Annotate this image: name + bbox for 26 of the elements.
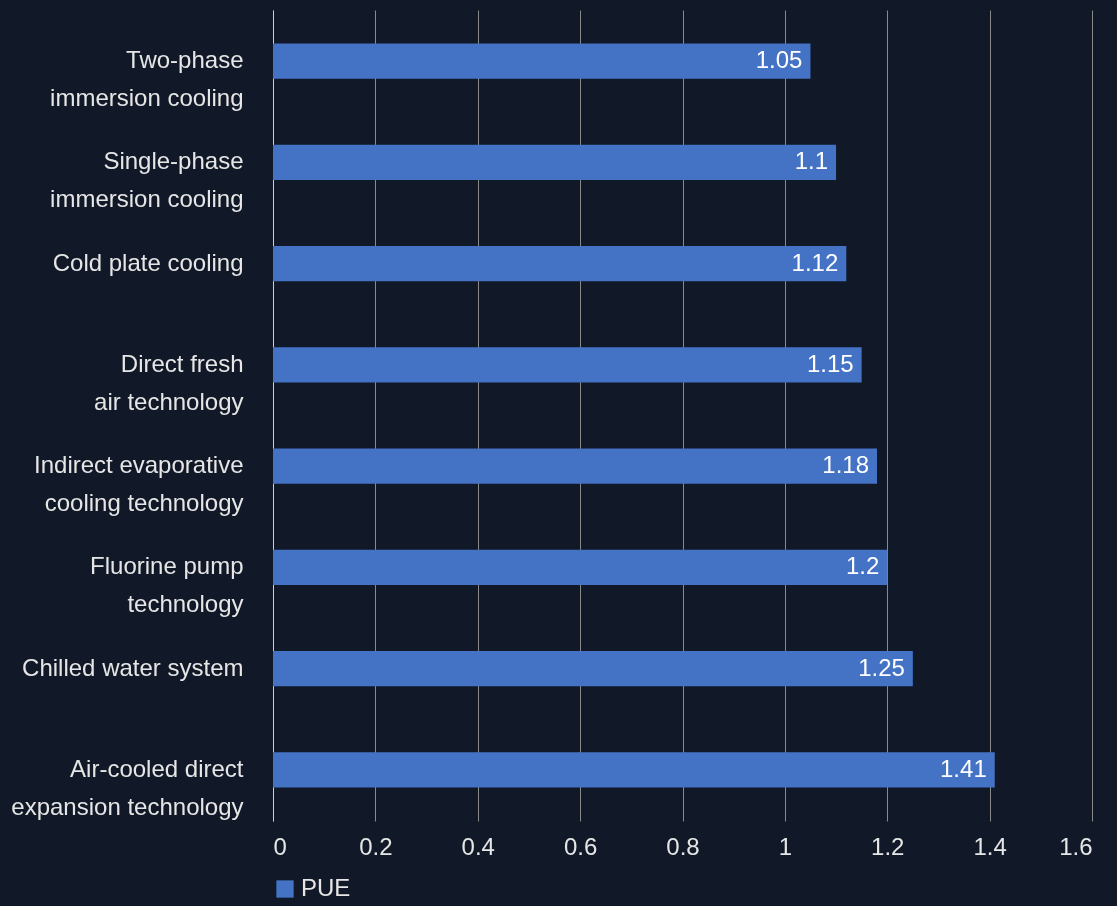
x-tick-label: 0.4 [461, 832, 495, 860]
data-label: 1.12 [791, 248, 839, 276]
x-tick-label: 0 [273, 832, 287, 860]
y-tick-label: Fluorine pump technology [90, 552, 244, 618]
data-label: 1.25 [858, 653, 905, 681]
x-tick-label: 0.8 [666, 832, 700, 860]
x-tick-label: 1.2 [871, 832, 905, 860]
y-tick-label: Cold plate cooling [52, 248, 244, 276]
y-tick-label: Two-phase immersion cooling [50, 46, 244, 112]
x-tick-label: 0.2 [359, 832, 393, 860]
data-label: 1.1 [794, 147, 829, 175]
y-tick-label: Air-cooled direct expansion technology [11, 754, 244, 820]
y-tick-label: Indirect evaporative cooling technology [34, 451, 244, 517]
data-label: 1.15 [806, 349, 854, 377]
x-tick-label: 0.6 [563, 832, 598, 860]
y-tick-label: Direct fresh air technology [94, 349, 244, 415]
data-label: 1.18 [822, 451, 870, 479]
x-tick-label: 1 [778, 832, 793, 860]
y-tick-label: Chilled water system [22, 653, 244, 681]
x-tick-label: 1.4 [973, 832, 1007, 860]
y-tick-label: Single-phase immersion cooling [50, 147, 244, 213]
data-label: 1.05 [755, 46, 803, 74]
legend-label: PUE [301, 874, 351, 901]
data-label: 1.41 [940, 754, 987, 782]
x-tick-label: 1.6 [1059, 832, 1093, 860]
data-label: 1.2 [845, 552, 880, 580]
